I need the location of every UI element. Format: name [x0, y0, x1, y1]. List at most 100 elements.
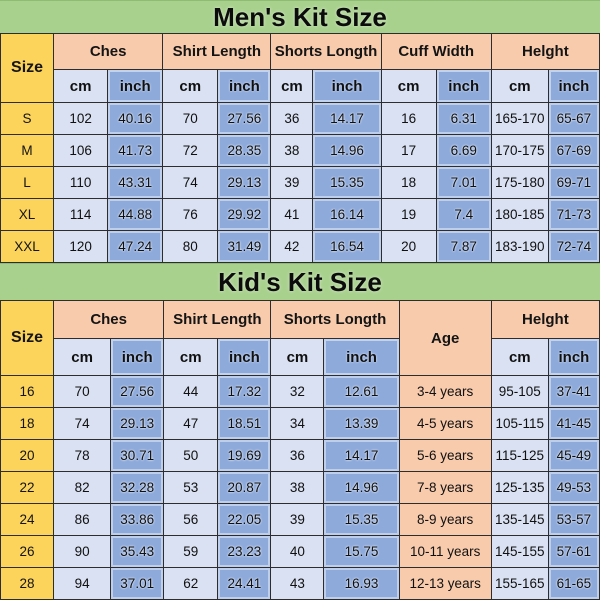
- shorts-length-cm-cell: 41: [270, 198, 314, 231]
- unit-inch-header: inch: [217, 69, 272, 103]
- shirt-length-inch-cell: 29.92: [217, 198, 272, 231]
- shirt-length-inch-cell: 18.51: [217, 407, 272, 440]
- shorts-length-inch-cell: 15.35: [312, 166, 382, 199]
- mens-size-header: Size: [0, 33, 55, 103]
- shirt-length-cm-cell: 59: [163, 535, 219, 568]
- size-label-cell: M: [0, 134, 55, 167]
- cuff-width-cm-cell: 19: [380, 198, 437, 231]
- kids-size-row: 22 82 32.28 53 20.87 38 14.96 7-8 years …: [0, 471, 600, 504]
- height-inch-cell: 57-61: [547, 535, 600, 568]
- unit-inch-header: inch: [217, 338, 272, 376]
- shirt-length-inch-cell: 19.69: [217, 439, 272, 472]
- age-cell: 7-8 years: [398, 471, 492, 504]
- height-cm-cell: 135-145: [490, 503, 549, 536]
- shorts-length-cm-cell: 39: [270, 503, 325, 536]
- age-cell: 12-13 years: [398, 567, 492, 600]
- shorts-length-cm-cell: 32: [270, 375, 325, 408]
- shorts-length-inch-cell: 14.17: [312, 102, 382, 135]
- kids-size-header: Size: [0, 300, 55, 376]
- shorts-length-cm-cell: 36: [270, 102, 314, 135]
- kids-age-header: Age: [398, 300, 492, 376]
- age-cell: 3-4 years: [398, 375, 492, 408]
- kids-header-row: Size Ches Shirt Length Shorts Longth Age…: [0, 300, 600, 376]
- unit-inch-header: inch: [110, 338, 165, 376]
- cuff-width-cm-cell: 18: [380, 166, 437, 199]
- kids-title: Kid's Kit Size: [218, 267, 382, 297]
- chest-inch-cell: 43.31: [107, 166, 164, 199]
- shorts-length-inch-cell: 14.96: [312, 134, 382, 167]
- shirt-length-cm-cell: 62: [163, 567, 219, 600]
- shirt-length-cm-cell: 72: [162, 134, 219, 167]
- height-inch-cell: 45-49: [547, 439, 600, 472]
- unit-inch-header: inch: [547, 338, 600, 376]
- chest-cm-cell: 102: [53, 102, 109, 135]
- shorts-length-inch-cell: 16.54: [312, 230, 382, 263]
- cuff-width-inch-cell: 6.69: [435, 134, 492, 167]
- shirt-length-inch-cell: 28.35: [217, 134, 272, 167]
- shorts-length-cm-cell: 34: [270, 407, 325, 440]
- shirt-length-cm-cell: 74: [162, 166, 219, 199]
- chest-inch-cell: 33.86: [110, 503, 165, 536]
- shirt-length-inch-cell: 23.23: [217, 535, 272, 568]
- height-cm-cell: 170-175: [490, 134, 549, 167]
- size-label-cell: 18: [0, 407, 55, 440]
- height-inch-cell: 37-41: [547, 375, 600, 408]
- unit-cm-header: cm: [380, 69, 437, 103]
- mens-group-chest: Ches: [53, 33, 164, 70]
- unit-cm-header: cm: [270, 69, 314, 103]
- mens-unit-row: cm inch cm inch cm inch cm inch cm inch: [1, 69, 600, 103]
- shirt-length-cm-cell: 50: [163, 439, 219, 472]
- height-cm-cell: 180-185: [490, 198, 549, 231]
- shorts-length-cm-cell: 39: [270, 166, 314, 199]
- shirt-length-cm-cell: 47: [163, 407, 219, 440]
- shirt-length-inch-cell: 22.05: [217, 503, 272, 536]
- chest-cm-cell: 78: [53, 439, 112, 472]
- chest-inch-cell: 37.01: [110, 567, 165, 600]
- shorts-length-cm-cell: 36: [270, 439, 325, 472]
- height-inch-cell: 72-74: [547, 230, 600, 263]
- mens-size-row: M 106 41.73 72 28.35 38 14.96 17 6.69 17…: [0, 134, 600, 167]
- size-label-cell: 26: [0, 535, 55, 568]
- shorts-length-cm-cell: 38: [270, 471, 325, 504]
- size-label-cell: 24: [0, 503, 55, 536]
- height-inch-cell: 53-57: [547, 503, 600, 536]
- shirt-length-inch-cell: 24.41: [217, 567, 272, 600]
- height-inch-cell: 71-73: [547, 198, 600, 231]
- mens-size-row: S 102 40.16 70 27.56 36 14.17 16 6.31 16…: [0, 102, 600, 135]
- cuff-width-cm-cell: 17: [380, 134, 437, 167]
- chest-inch-cell: 40.16: [107, 102, 164, 135]
- kids-size-row: 26 90 35.43 59 23.23 40 15.75 10-11 year…: [0, 535, 600, 568]
- age-cell: 4-5 years: [398, 407, 492, 440]
- chest-cm-cell: 90: [53, 535, 112, 568]
- kids-group-height: Helght: [490, 300, 600, 339]
- size-label-cell: 22: [0, 471, 55, 504]
- shorts-length-inch-cell: 16.14: [312, 198, 382, 231]
- mens-title-band: Men's Kit Size: [0, 0, 600, 33]
- cuff-width-cm-cell: 20: [380, 230, 437, 263]
- height-cm-cell: 183-190: [490, 230, 549, 263]
- shirt-length-cm-cell: 70: [162, 102, 219, 135]
- mens-group-shorts-length: Shorts Longth: [270, 33, 382, 70]
- shirt-length-cm-cell: 44: [163, 375, 219, 408]
- height-cm-cell: 175-180: [490, 166, 549, 199]
- chest-cm-cell: 74: [53, 407, 112, 440]
- age-cell: 10-11 years: [398, 535, 492, 568]
- height-inch-cell: 67-69: [547, 134, 600, 167]
- chest-inch-cell: 35.43: [110, 535, 165, 568]
- unit-cm-header: cm: [53, 69, 109, 103]
- size-label-cell: S: [0, 102, 55, 135]
- shorts-length-inch-cell: 15.75: [323, 535, 400, 568]
- chest-inch-cell: 44.88: [107, 198, 164, 231]
- cuff-width-inch-cell: 7.4: [435, 198, 492, 231]
- height-cm-cell: 105-115: [490, 407, 549, 440]
- shirt-length-cm-cell: 80: [162, 230, 219, 263]
- chest-cm-cell: 106: [53, 134, 109, 167]
- height-cm-cell: 115-125: [490, 439, 549, 472]
- unit-inch-header: inch: [312, 69, 382, 103]
- height-cm-cell: 125-135: [490, 471, 549, 504]
- cuff-width-inch-cell: 7.01: [435, 166, 492, 199]
- unit-cm-header: cm: [53, 338, 112, 376]
- shorts-length-inch-cell: 12.61: [323, 375, 400, 408]
- chest-inch-cell: 27.56: [110, 375, 165, 408]
